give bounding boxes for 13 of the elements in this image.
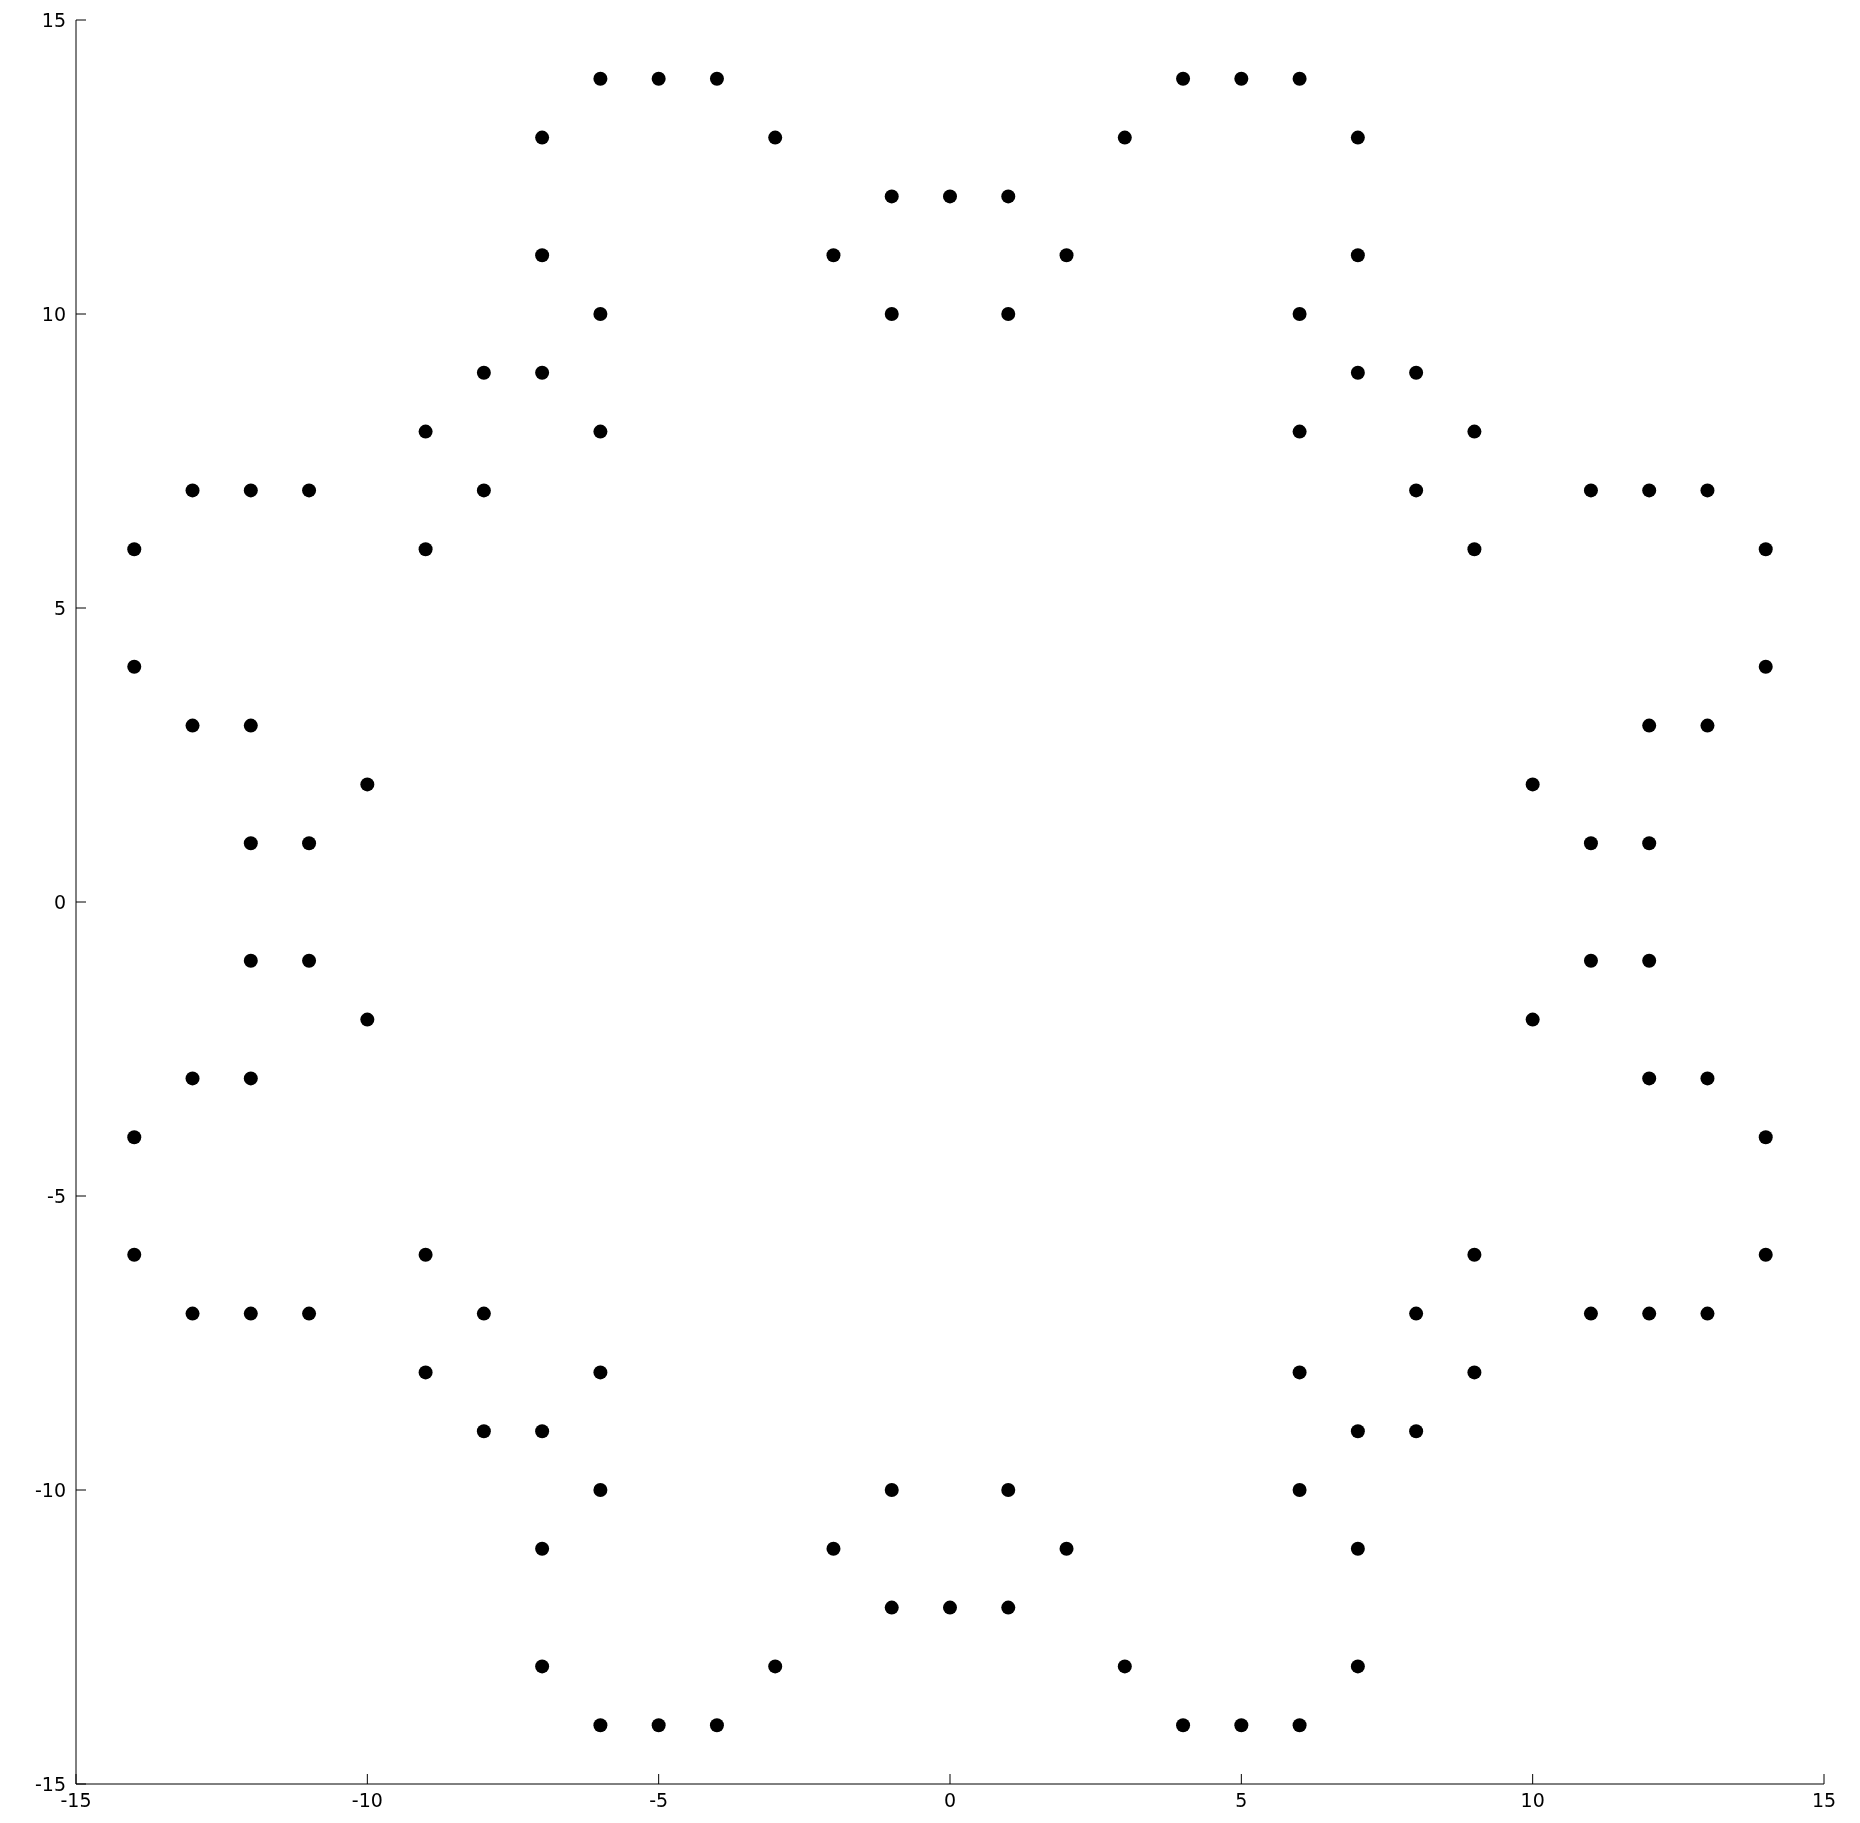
y-tick-label: -15 [34,1772,66,1795]
x-tick-label: 0 [943,1789,957,1812]
x-tick-label: 5 [1235,1789,1248,1812]
y-tick-label: 15 [41,8,66,31]
y-tick-label: 10 [41,302,66,325]
y-tick-label: 5 [53,596,66,619]
x-tick-label: -5 [649,1789,669,1812]
y-tick-label: -10 [34,1478,66,1501]
x-tick-label: -10 [351,1789,383,1812]
x-tick-label: 10 [1520,1789,1545,1812]
y-tick-label: 0 [53,890,66,913]
y-tick-label: -5 [47,1184,66,1207]
x-tick-label: 15 [1811,1789,1837,1812]
